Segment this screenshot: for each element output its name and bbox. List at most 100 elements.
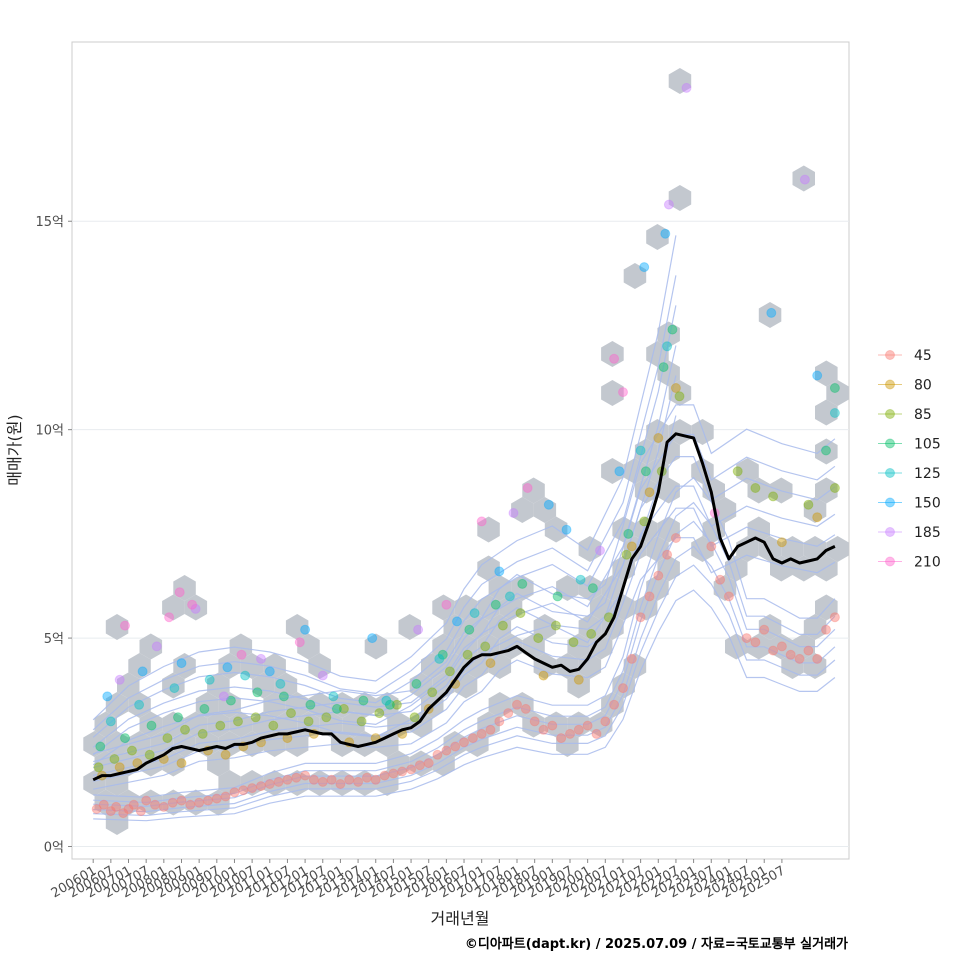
point-150 — [639, 262, 650, 273]
point-80 — [670, 383, 681, 393]
hex-cell — [162, 594, 185, 621]
point-45 — [503, 708, 514, 719]
point-85 — [127, 745, 137, 756]
point-125 — [575, 574, 586, 585]
median-line-path — [92, 432, 836, 782]
point-105 — [587, 583, 598, 594]
point-45 — [370, 774, 381, 785]
point-125 — [169, 683, 180, 694]
hex-cell — [815, 399, 838, 426]
hex-cell — [477, 555, 500, 582]
hex-cell — [691, 536, 714, 562]
legend-key-point — [885, 497, 895, 508]
hex-cell — [511, 497, 534, 523]
point-105 — [517, 578, 528, 589]
hex-cell — [409, 750, 433, 777]
hex-cell — [646, 224, 669, 250]
point-125 — [662, 341, 673, 352]
point-150 — [222, 662, 233, 673]
point-45 — [467, 733, 478, 744]
point-45 — [158, 801, 169, 812]
point-85 — [356, 716, 367, 727]
point-105 — [464, 624, 475, 635]
point-150 — [137, 666, 148, 677]
hex-cell — [815, 555, 838, 582]
point-210 — [174, 587, 185, 598]
point-45 — [256, 781, 266, 792]
y-tick-label: 15억 — [35, 215, 64, 230]
point-45 — [423, 758, 434, 769]
point-150 — [367, 633, 378, 644]
point-45 — [414, 760, 425, 771]
point-125 — [134, 699, 145, 710]
point-210 — [187, 599, 198, 610]
point-80 — [644, 487, 655, 498]
point-45 — [520, 703, 531, 714]
point-105 — [667, 324, 678, 335]
point-210 — [441, 599, 452, 610]
legend-label-85: 85 — [914, 407, 932, 423]
point-185 — [190, 603, 201, 614]
hex-cell — [747, 477, 770, 504]
point-85 — [515, 608, 526, 619]
point-210 — [294, 637, 305, 648]
point-45 — [344, 774, 355, 785]
hex-cell — [184, 594, 208, 621]
point-45 — [135, 806, 146, 817]
point-45 — [441, 745, 452, 756]
point-125 — [105, 716, 116, 727]
y-tick-label: 10억 — [35, 424, 64, 439]
hex-cell — [713, 497, 737, 523]
point-45 — [128, 799, 139, 810]
point-185 — [508, 508, 519, 518]
hex-cell — [162, 711, 185, 738]
point-45 — [768, 645, 779, 656]
point-85 — [144, 749, 155, 760]
point-105 — [278, 691, 289, 702]
point-125 — [381, 695, 392, 706]
point-45 — [759, 624, 770, 635]
point-85 — [109, 754, 120, 764]
point-45 — [353, 776, 364, 787]
hex-cell — [589, 633, 613, 660]
point-85 — [233, 716, 243, 727]
point-185 — [114, 674, 125, 685]
point-45 — [635, 612, 646, 623]
hex-cell — [387, 750, 410, 777]
point-80 — [626, 541, 637, 552]
point-85 — [732, 466, 743, 477]
hex-cell — [218, 731, 241, 757]
point-185 — [681, 82, 692, 93]
point-45 — [123, 804, 134, 814]
point-125 — [275, 678, 286, 689]
density-contour-85 — [93, 456, 836, 769]
hex-cell — [128, 653, 151, 679]
point-80 — [220, 749, 231, 760]
density-contour-85 — [93, 485, 836, 776]
point-45 — [821, 624, 831, 635]
point-105 — [199, 703, 210, 714]
point-125 — [204, 674, 215, 685]
point-85 — [674, 391, 685, 402]
point-45 — [150, 799, 160, 810]
hex-cell — [533, 497, 557, 523]
point-45 — [141, 795, 152, 806]
hex-cell — [668, 380, 692, 406]
point-85 — [621, 549, 632, 560]
legend: 45 80 85 105 125 150 185 210 — [878, 348, 941, 571]
point-105 — [358, 695, 369, 706]
point-45 — [591, 728, 602, 739]
point-45 — [308, 774, 319, 785]
point-45 — [600, 716, 611, 727]
point-45 — [582, 720, 593, 731]
hex-cell — [263, 653, 286, 679]
point-125 — [635, 445, 646, 456]
hex-cell — [376, 731, 399, 757]
legend-key-point — [885, 350, 895, 360]
point-85 — [829, 483, 840, 493]
hex-cell — [601, 575, 624, 601]
point-85 — [268, 720, 279, 731]
point-45 — [450, 741, 461, 752]
point-105 — [623, 528, 634, 539]
legend-key-point — [885, 527, 895, 537]
